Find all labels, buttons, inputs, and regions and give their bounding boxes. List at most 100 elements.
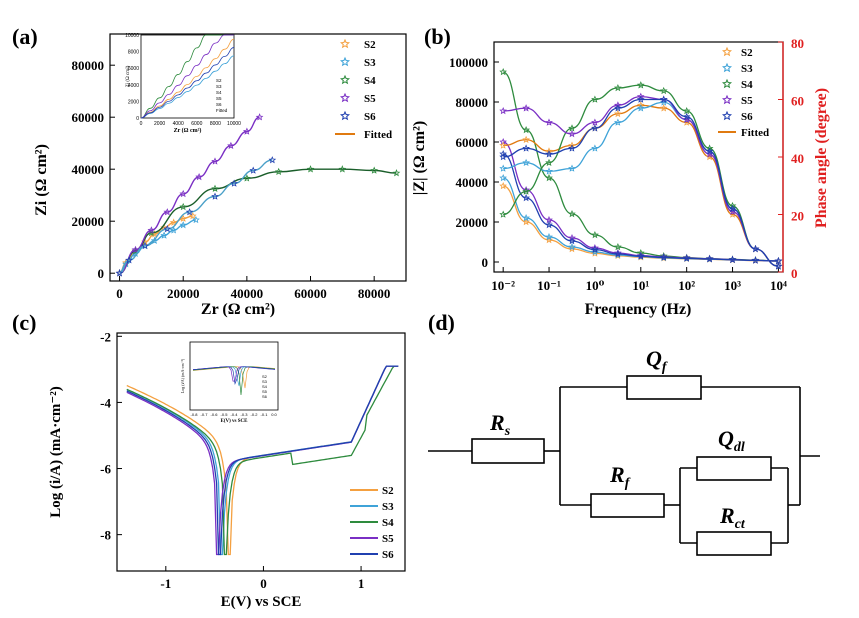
- bode-phase-point-S5: [545, 118, 553, 126]
- bode-y-tick-label: 100000: [449, 55, 488, 70]
- bode-modulus-point-S6: [728, 255, 737, 264]
- bode-phase-point-S3: [545, 167, 553, 175]
- nyquist-inset-legend: S2: [216, 78, 222, 83]
- polarization-legend-S2: S2: [382, 485, 394, 497]
- polarization-y-tick-label: -6: [100, 462, 111, 477]
- nyquist-inset-legend: S4: [216, 90, 222, 95]
- bode-y-tick-label: 0: [482, 255, 489, 270]
- polarization-inset-legend: S5: [262, 389, 268, 394]
- nyquist-fit-S4: [119, 168, 397, 274]
- bode-x-label: Frequency (Hz): [585, 301, 692, 318]
- bode-modulus-point-S5: [568, 233, 576, 242]
- bode-modulus-point-S2: [545, 235, 553, 244]
- polarization-y-tick-label: -8: [100, 528, 111, 543]
- nyquist-y-tick-label: 80000: [72, 58, 105, 73]
- nyquist-x-tick-label: 60000: [294, 286, 327, 301]
- bode-y2-tick-label: 20: [791, 209, 804, 224]
- resistor-rf: [590, 493, 665, 518]
- bode-phase-point-S4: [659, 86, 668, 95]
- polarization-legend-S4: S4: [382, 517, 394, 529]
- nyquist-point-S5: [227, 141, 235, 150]
- bode-legend-marker-S4: [722, 78, 732, 89]
- nyquist-point-S3: [150, 236, 159, 244]
- nyquist-plot: 0 20000 40000 60000 800000200004000060000800…: [33, 33, 407, 318]
- nyquist-inset-y-tick: 0: [136, 116, 139, 122]
- polarization-inset-x-tick: -0.5: [221, 412, 229, 417]
- panel-c-label: (c): [12, 310, 36, 335]
- bode-phase-point-S6: [705, 147, 714, 155]
- bode-phase-point-S5: [591, 118, 599, 126]
- nyquist-inset-y-tick: 4000: [128, 83, 139, 89]
- bode-phase-point-S2: [499, 141, 507, 149]
- bode-modulus-point-S4: [568, 209, 576, 218]
- bode-phase-point-S3: [613, 118, 622, 126]
- nyquist-axes-frame: [109, 33, 407, 282]
- nyquist-y-tick-label: 20000: [72, 214, 105, 229]
- polarization-inset-x-tick: 0.0: [271, 412, 277, 417]
- polarization-inset-x-label: E(V) vs SCE: [221, 419, 249, 424]
- bode-phase-point-S2: [522, 135, 531, 144]
- panel-b-label: (b): [424, 24, 451, 49]
- polarization-x-tick-label: 0: [260, 576, 267, 591]
- bode-y2-tick-label: 60: [791, 94, 804, 109]
- nyquist-point-S6: [141, 241, 149, 250]
- polarization-inset-x-tick: -0.3: [241, 412, 249, 417]
- nyquist-point-S2: [169, 218, 178, 226]
- nyquist-inset-x-tick: 10000: [227, 121, 241, 127]
- bode-legend-marker-S6: [722, 110, 732, 121]
- polarization-inset-x-tick: -0.4: [231, 412, 239, 417]
- bode-phase-line-S2: [503, 104, 779, 267]
- nyquist-point-S6: [249, 166, 258, 174]
- polarization-inset-x-tick: -0.8: [191, 412, 199, 417]
- bode-x-tick-label: 10⁻²: [491, 278, 515, 293]
- nyquist-point-S4: [306, 165, 315, 173]
- nyquist-point-S5: [163, 208, 172, 216]
- panel-a-label: (a): [12, 24, 38, 49]
- bode-phase-point-S3: [522, 158, 531, 167]
- bode-legend-marker-S5: [722, 94, 732, 105]
- bode-phase-point-S4: [568, 124, 576, 132]
- bode-modulus-point-S6: [659, 253, 668, 261]
- bode-phase-point-S6: [522, 144, 531, 152]
- polarization-inset-legend: S4: [262, 384, 268, 389]
- nyquist-legend-marker-S5: [340, 92, 350, 103]
- polarization-x-tick-label: -1: [160, 576, 171, 591]
- bode-modulus-point-S6: [705, 254, 714, 263]
- bode-phase-point-S2: [613, 109, 622, 118]
- bode-modulus-point-S4: [613, 242, 622, 251]
- nyquist-legend-marker-S6: [340, 110, 350, 121]
- bode-modulus-point-S3: [522, 213, 531, 222]
- bode-phase-point-S6: [659, 95, 668, 103]
- polarization-curve-S6: [126, 365, 399, 556]
- bode-legend-marker-S2: [722, 46, 732, 57]
- nyquist-point-S5: [195, 172, 204, 181]
- bode-modulus-point-S3: [499, 173, 507, 182]
- polarization-legend-S6: S6: [382, 549, 394, 561]
- bode-phase-point-S6: [499, 152, 507, 161]
- bode-modulus-point-S6: [613, 249, 622, 258]
- nyquist-legend-S3: S3: [364, 57, 376, 69]
- bode-phase-point-S2: [728, 210, 737, 218]
- bode-modulus-point-S4: [499, 67, 507, 76]
- bode-y2-label: Phase angle (degree): [813, 88, 830, 228]
- nyquist-inset-legend: S5: [216, 96, 222, 101]
- bode-modulus-point-S6: [568, 236, 576, 245]
- bode-phase-line-S3: [503, 101, 779, 267]
- bode-modulus-line-S6: [502, 153, 779, 262]
- bode-legend-S6: S6: [741, 111, 753, 123]
- bode-y2-tick-label: 0: [791, 266, 798, 281]
- bode-phase-point-S6: [545, 150, 553, 158]
- bode-modulus-point-S6: [499, 149, 507, 158]
- cpe-qdl: [696, 456, 772, 481]
- bode-phase-point-S5: [613, 101, 622, 109]
- bode-modulus-point-S6: [682, 254, 691, 262]
- nyquist-legend-S4: S4: [364, 75, 376, 87]
- nyquist-point-S4: [392, 169, 401, 177]
- bode-phase-point-S6: [636, 95, 645, 103]
- bode-phase-point-S3: [568, 164, 576, 172]
- bode-phase-point-S6: [613, 104, 622, 112]
- nyquist-inset-y-tick: 10000: [125, 33, 139, 39]
- polarization-y-tick-label: -4: [100, 395, 111, 410]
- nyquist-point-S5: [131, 245, 140, 254]
- bode-y-tick-label: 20000: [456, 215, 489, 230]
